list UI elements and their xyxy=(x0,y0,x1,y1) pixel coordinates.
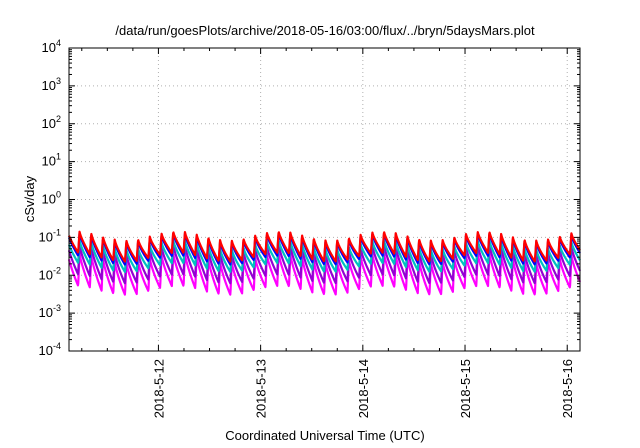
y-tick-label: 10-2 xyxy=(39,265,61,282)
y-axis-label: cSv/day xyxy=(22,175,37,222)
x-tick-label: 2018-5-14 xyxy=(356,359,371,418)
y-tick-label: 10-1 xyxy=(39,227,61,244)
y-tick-label: 104 xyxy=(42,38,61,55)
y-tick-label: 10-4 xyxy=(39,341,61,358)
series-line xyxy=(67,230,581,263)
x-axis-label: Coordinated Universal Time (UTC) xyxy=(225,428,424,443)
x-tick-label: 2018-5-16 xyxy=(560,359,575,418)
y-tick-label: 100 xyxy=(42,190,61,207)
y-axis: 10-4 10-3 10-2 10-1 100 101 102 103 104 xyxy=(39,38,580,358)
y-tick-label: 10-3 xyxy=(39,303,61,320)
series-group xyxy=(67,230,582,296)
x-tick-label: 2018-5-13 xyxy=(254,359,269,418)
grid-lines xyxy=(69,48,580,351)
chart-title: /data/run/goesPlots/archive/2018-05-16/0… xyxy=(115,23,535,38)
y-tick-label: 102 xyxy=(42,114,61,131)
y-tick-label: 101 xyxy=(42,152,61,169)
series-line xyxy=(67,252,582,296)
x-tick-label: 2018-5-15 xyxy=(458,359,473,418)
x-tick-label: 2018-5-12 xyxy=(151,359,166,418)
x-axis: 2018-5-12 2018-5-13 2018-5-14 2018-5-15 2018… xyxy=(81,48,575,418)
y-tick-label: 103 xyxy=(42,76,61,93)
series-line xyxy=(67,243,582,285)
